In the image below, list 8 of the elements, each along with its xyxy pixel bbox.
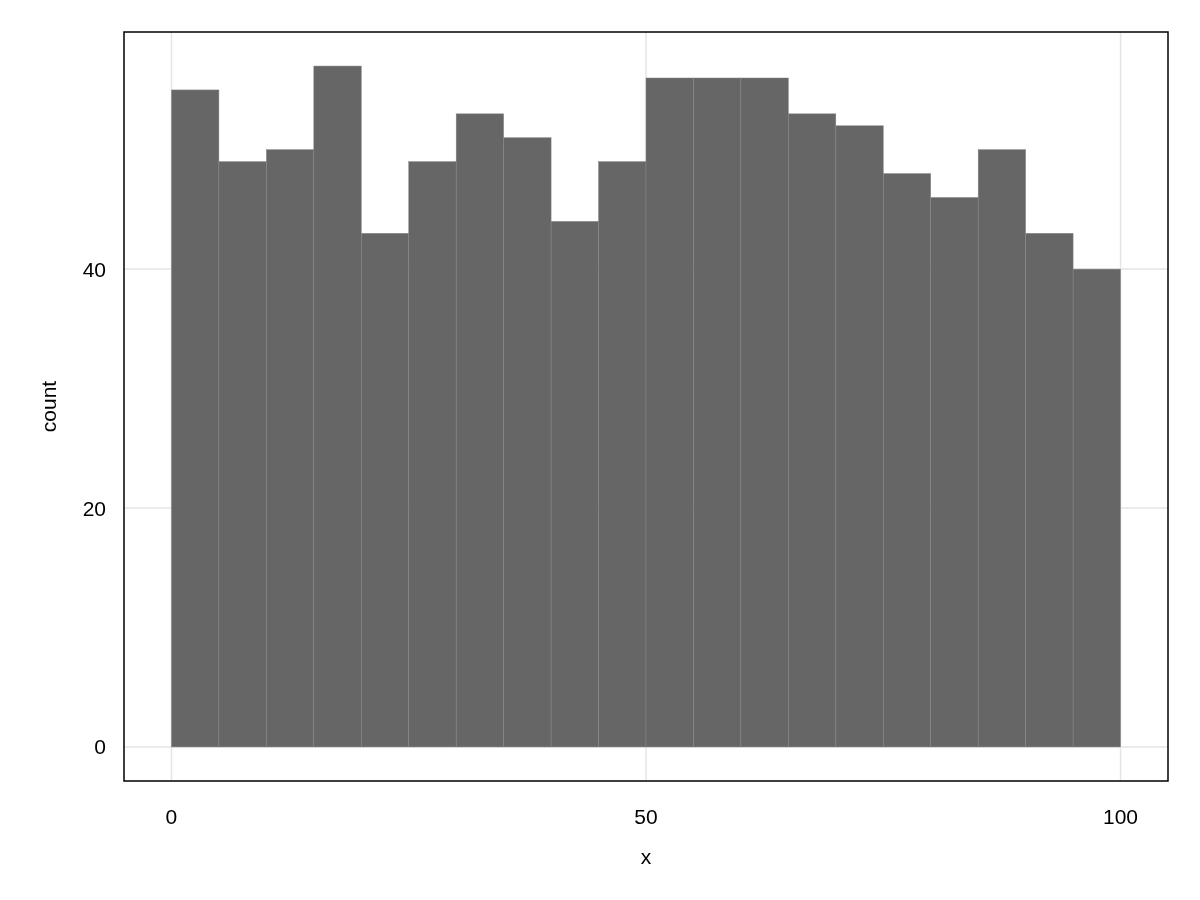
- x-tick-label: 50: [634, 805, 658, 828]
- x-axis-title: x: [640, 845, 652, 868]
- x-tick-label: 0: [165, 805, 178, 828]
- y-tick-label: 0: [94, 735, 106, 759]
- y-axis-title: count: [37, 380, 60, 433]
- y-tick-label: 40: [82, 257, 106, 281]
- y-tick-label: 20: [82, 496, 106, 520]
- x-tick-label: 100: [1103, 805, 1139, 828]
